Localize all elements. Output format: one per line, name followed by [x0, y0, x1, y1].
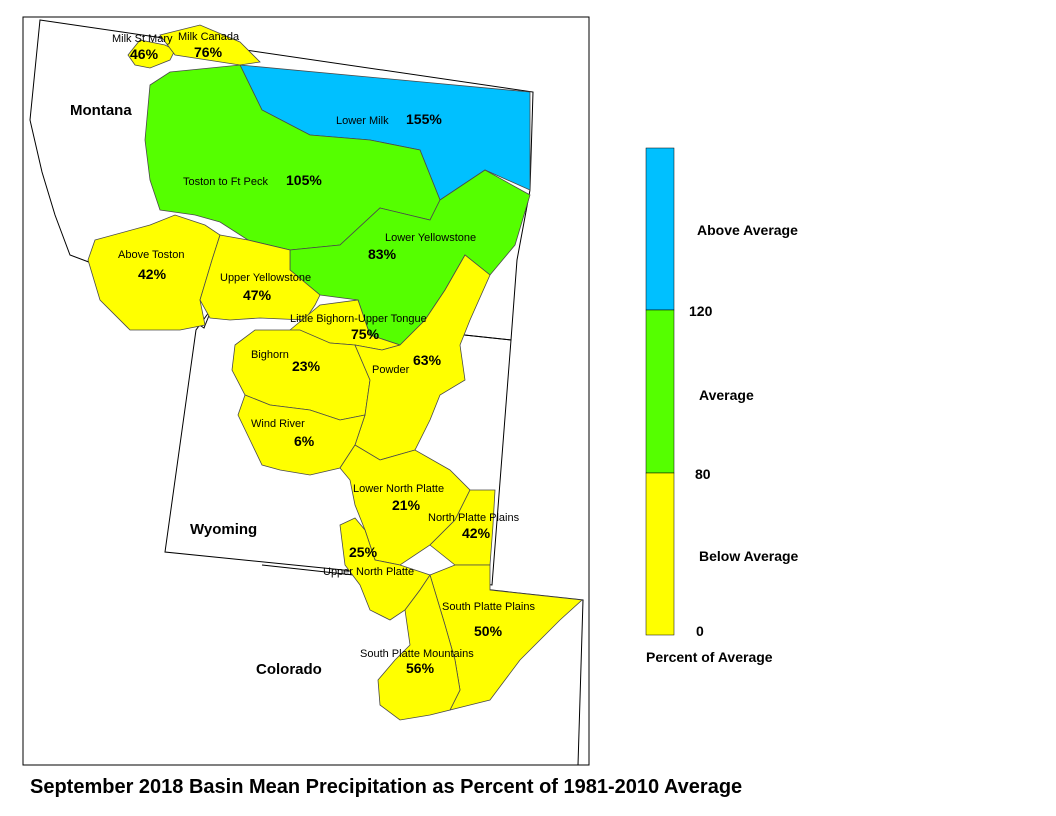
- basin-pct-above-toston: 42%: [138, 266, 167, 282]
- basin-name-milk-st-mary: Milk St Mary: [112, 33, 173, 45]
- basin-pct-bighorn: 23%: [292, 358, 321, 374]
- legend-break-80: 80: [695, 466, 711, 482]
- basin-labels: Milk St Mary 46% Milk Canada 76% Lower M…: [112, 31, 535, 676]
- basin-name-south-platte-mountains: South Platte Mountains: [360, 648, 474, 660]
- legend-swatch-average: [645, 309, 675, 474]
- basin-name-lower-milk: Lower Milk: [336, 115, 389, 127]
- basin-name-powder: Powder: [372, 364, 410, 376]
- legend-break-120: 120: [689, 303, 713, 319]
- basin-name-little-bighorn: Little Bighorn-Upper Tongue: [290, 313, 427, 325]
- basin-pct-north-platte-plains: 42%: [462, 525, 491, 541]
- basin-name-milk-canada: Milk Canada: [178, 31, 240, 43]
- legend-break-0: 0: [696, 623, 704, 639]
- basin-milk-canada[interactable]: [159, 24, 261, 66]
- basin-name-toston-ft-peck: Toston to Ft Peck: [183, 176, 268, 188]
- basin-name-upper-north-platte: Upper North Platte: [323, 566, 414, 578]
- basin-pct-upper-yellowstone: 47%: [243, 287, 272, 303]
- basin-pct-south-platte-plains: 50%: [474, 623, 503, 639]
- basin-pct-milk-canada: 76%: [194, 44, 223, 60]
- basin-pct-upper-north-platte: 25%: [349, 544, 378, 560]
- state-labels: Montana Wyoming Colorado: [70, 102, 322, 678]
- basin-powder[interactable]: [354, 254, 491, 461]
- basin-name-wind-river: Wind River: [251, 418, 305, 430]
- basin-south-platte-mountains[interactable]: [377, 574, 461, 721]
- state-label-montana: Montana: [70, 102, 132, 119]
- basin-pct-lower-north-platte: 21%: [392, 497, 421, 513]
- legend-label-above: Above Average: [697, 222, 798, 238]
- basin-pct-wind-river: 6%: [294, 433, 315, 449]
- legend-swatch-above: [645, 147, 675, 311]
- basin-pct-south-platte-mountains: 56%: [406, 660, 435, 676]
- basin-name-south-platte-plains: South Platte Plains: [442, 601, 535, 613]
- legend: Above Average Average Below Average 120 …: [645, 147, 799, 665]
- legend-label-below: Below Average: [699, 548, 799, 564]
- legend-caption: Percent of Average: [646, 649, 773, 665]
- basin-name-lower-yellowstone: Lower Yellowstone: [385, 232, 476, 244]
- state-label-wyoming: Wyoming: [190, 521, 257, 538]
- basin-pct-little-bighorn: 75%: [351, 326, 380, 342]
- basin-pct-powder: 63%: [413, 352, 442, 368]
- basin-pct-milk-st-mary: 46%: [130, 46, 159, 62]
- basin-name-upper-yellowstone: Upper Yellowstone: [220, 272, 311, 284]
- basin-pct-toston-ft-peck: 105%: [286, 172, 322, 188]
- basin-milk-st-mary[interactable]: [127, 39, 176, 69]
- basin-name-bighorn: Bighorn: [251, 349, 289, 361]
- legend-swatch-below: [645, 472, 675, 636]
- map-title: September 2018 Basin Mean Precipitation …: [30, 776, 742, 798]
- basin-name-above-toston: Above Toston: [118, 249, 184, 261]
- basin-pct-lower-milk: 155%: [406, 111, 442, 127]
- legend-label-average: Average: [699, 387, 754, 403]
- basin-name-lower-north-platte: Lower North Platte: [353, 483, 444, 495]
- basin-pct-lower-yellowstone: 83%: [368, 246, 397, 262]
- state-label-colorado: Colorado: [256, 661, 322, 678]
- basins: [87, 24, 583, 721]
- basin-name-north-platte-plains: North Platte Plains: [428, 512, 520, 524]
